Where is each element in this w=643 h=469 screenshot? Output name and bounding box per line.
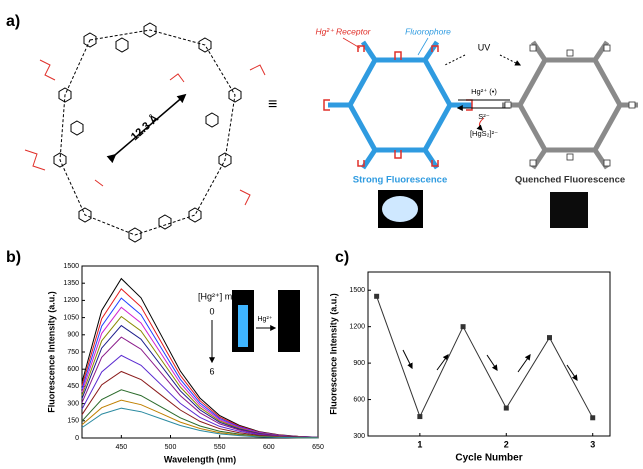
y-tick-label: 300 [67,400,79,407]
panel-label: b) [6,249,21,266]
x-tick-label: 2 [504,439,509,449]
product-label: [HgS₂]²⁻ [470,129,498,138]
y-tick-label: 1200 [63,297,79,304]
marker [374,293,380,299]
marker [417,414,423,420]
series-line [376,296,594,419]
receptor-sites [323,45,473,167]
marker [547,335,552,341]
distance-label: 12.3 Å [128,112,161,143]
x-tick-label: 650 [312,444,324,451]
y-tick-label: 150 [67,418,79,425]
x-axis-label: Cycle Number [455,453,522,464]
panel-label: a) [6,13,20,30]
y-tick-label: 1050 [63,314,79,321]
annotation: [Hg²⁺] mg•L⁻¹ [198,291,253,301]
series-line [81,407,319,439]
y-tick-label: 1200 [349,324,365,331]
fluorophore-label: Fluorophore [405,26,451,36]
y-tick-label: 0 [75,435,79,442]
y-axis-label: Fluorescence Intensity (a.u.) [328,293,338,415]
panel-label: c) [335,249,349,266]
series-line [81,354,319,438]
x-axis-label: Wavelength (nm) [164,454,236,464]
marker [590,415,596,421]
marker [503,405,509,411]
y-tick-label: 1500 [349,287,365,294]
hg-sites [504,44,636,167]
photo-quenched [550,192,588,228]
plot-frame [367,271,611,437]
series-line [81,336,319,438]
forward-label: Hg²⁺ (•) [471,87,497,96]
molecule [24,22,266,243]
quenched-ring [502,40,638,170]
y-tick-label: 300 [353,433,365,440]
annotation: 0 [209,306,214,316]
y-tick-label: 600 [67,366,79,373]
y-tick-label: 1350 [63,280,79,287]
equilibrium-arrow [458,99,510,108]
y-tick-label: 750 [67,349,79,356]
y-tick-label: 1500 [63,263,79,270]
powder [382,196,418,222]
y-tick-label: 600 [353,396,365,403]
annotation: 6 [209,366,214,376]
cycle-arrows [402,349,578,381]
fluorophore-ring [328,40,472,170]
strong-label: Strong Fluorescence [353,175,448,186]
reverse-label: S²⁻ [478,112,490,121]
x-tick-label: 450 [115,444,127,451]
x-tick-label: 1 [417,439,422,449]
y-tick-label: 900 [353,360,365,367]
y-tick-label: 450 [67,383,79,390]
marker [460,324,466,330]
x-tick-label: 600 [263,444,275,451]
x-tick-label: 500 [165,444,177,451]
vial-glow [238,305,248,347]
receptor-label: Hg²⁺ Receptor [315,26,371,36]
y-axis-label: Fluorescence Intensity (a.u.) [46,291,56,413]
y-tick-label: 900 [67,332,79,339]
quenched-label: Quenched Fluorescence [515,175,625,186]
vial [278,290,300,352]
equivalent-sign: ≡ [268,96,277,113]
x-tick-label: 550 [214,444,226,451]
x-tick-label: 3 [590,439,595,449]
uv-label: UV [478,42,491,52]
annotation: Hg²⁺ [258,316,273,323]
